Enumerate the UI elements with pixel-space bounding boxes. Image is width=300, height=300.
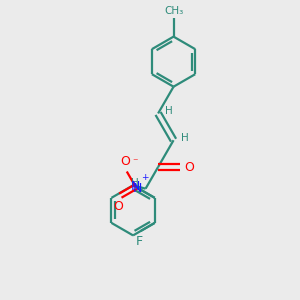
Text: N: N: [133, 182, 142, 195]
Text: ⁻: ⁻: [132, 158, 138, 168]
Text: H: H: [130, 178, 138, 188]
Text: O: O: [114, 200, 124, 213]
Text: N: N: [131, 180, 140, 193]
Text: O: O: [120, 155, 130, 168]
Text: F: F: [136, 236, 143, 248]
Text: O: O: [184, 160, 194, 173]
Text: +: +: [141, 173, 148, 182]
Text: H: H: [165, 106, 172, 116]
Text: H: H: [181, 133, 189, 143]
Text: CH₃: CH₃: [164, 6, 183, 16]
